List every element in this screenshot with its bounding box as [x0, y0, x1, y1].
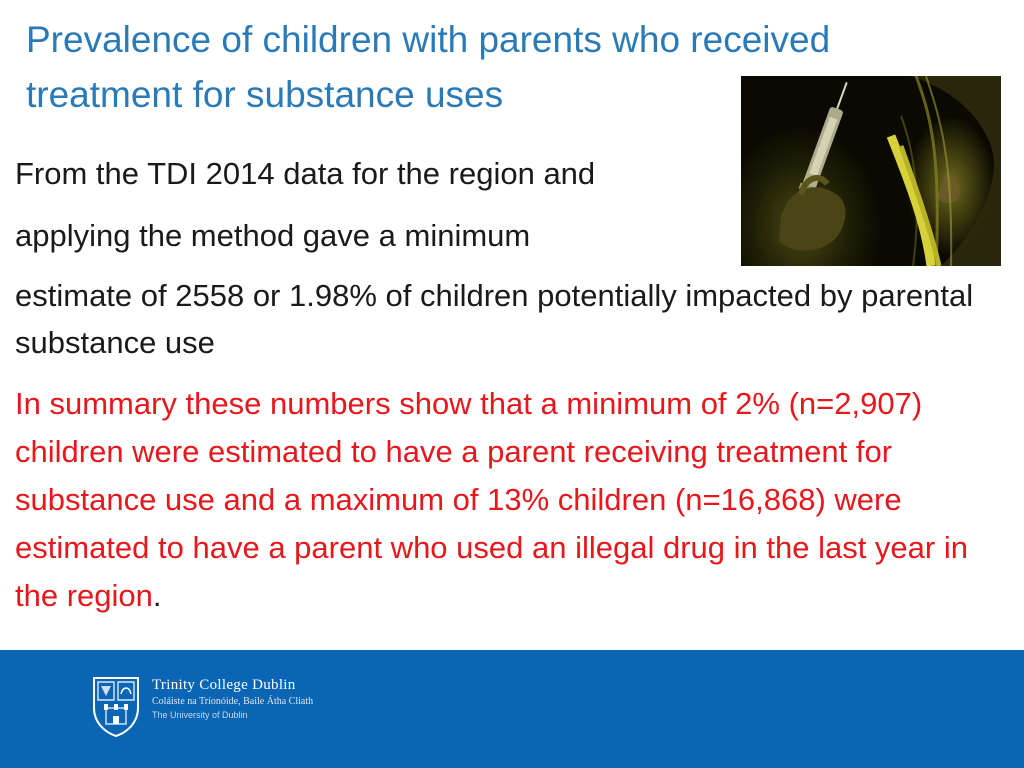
summary-period: .	[152, 578, 162, 613]
institution-name: Trinity College Dublin	[152, 677, 296, 693]
body-paragraph-1: From the TDI 2014 data for the region an…	[15, 156, 596, 191]
slide-title: Prevalence of children with parents who …	[26, 19, 831, 115]
summary-text: In summary these numbers show that a min…	[15, 386, 968, 613]
syringe-photo	[741, 76, 1001, 266]
footer-band: Trinity College Dublin Coláiste na Tríon…	[0, 650, 1024, 768]
university-crest-icon	[90, 674, 142, 738]
body-paragraph-3: estimate of 2558 or 1.98% of children po…	[15, 278, 974, 360]
body-paragraph-2: applying the method gave a minimum	[15, 218, 531, 253]
institution-logo-text: Trinity College Dublin Coláiste na Tríon…	[152, 676, 313, 722]
institution-irish-name: Coláiste na Tríonóide, Baile Átha Cliath	[152, 696, 314, 707]
institution-subtitle: The University of Dublin	[152, 710, 248, 720]
summary-paragraph: In summary these numbers show that a min…	[15, 380, 1005, 620]
